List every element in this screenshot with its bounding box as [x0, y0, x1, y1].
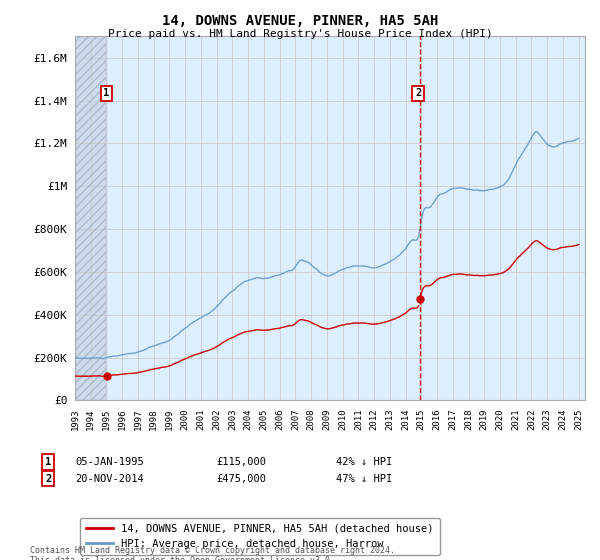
Text: 14, DOWNS AVENUE, PINNER, HA5 5AH: 14, DOWNS AVENUE, PINNER, HA5 5AH [162, 14, 438, 28]
Bar [75, 36, 106, 400]
Text: Price paid vs. HM Land Registry's House Price Index (HPI): Price paid vs. HM Land Registry's House … [107, 29, 493, 39]
Bar [75, 36, 106, 400]
Text: 1: 1 [45, 457, 51, 467]
Text: 2: 2 [415, 88, 421, 99]
Text: 20-NOV-2014: 20-NOV-2014 [75, 474, 144, 484]
Text: 05-JAN-1995: 05-JAN-1995 [75, 457, 144, 467]
Text: Contains HM Land Registry data © Crown copyright and database right 2024.
This d: Contains HM Land Registry data © Crown c… [30, 546, 395, 560]
Text: 42% ↓ HPI: 42% ↓ HPI [336, 457, 392, 467]
Text: £115,000: £115,000 [216, 457, 266, 467]
Text: 2: 2 [45, 474, 51, 484]
Text: 47% ↓ HPI: 47% ↓ HPI [336, 474, 392, 484]
Text: £475,000: £475,000 [216, 474, 266, 484]
Legend: 14, DOWNS AVENUE, PINNER, HA5 5AH (detached house), HPI: Average price, detached: 14, DOWNS AVENUE, PINNER, HA5 5AH (detac… [80, 517, 440, 556]
Text: 1: 1 [103, 88, 110, 99]
